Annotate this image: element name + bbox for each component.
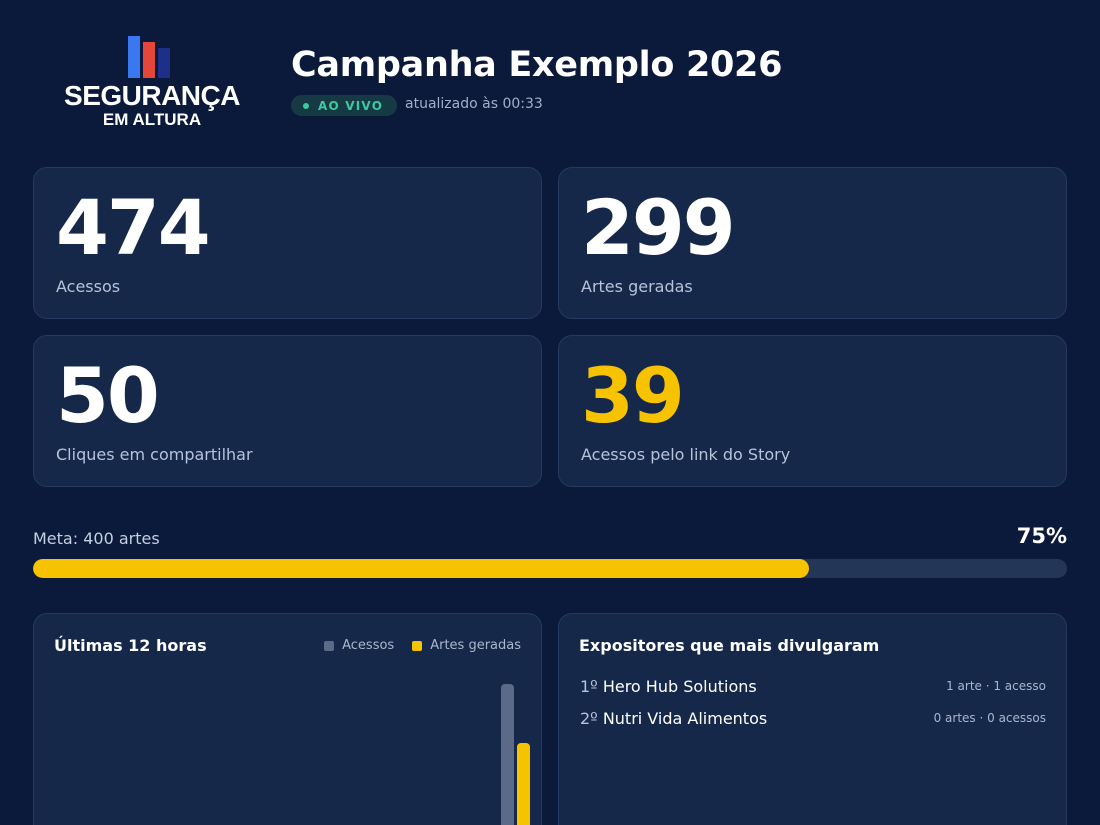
hourly-bar-chart [54,670,530,825]
stat-label: Artes geradas [581,277,693,296]
legend-label: Acessos [342,638,395,653]
rank-meta: 0 artes · 0 acessos [933,711,1046,725]
goal-percent: 75% [1016,524,1067,548]
stat-label: Acessos pelo link do Story [581,445,791,464]
goal-label: Meta: 400 artes [33,529,160,548]
stat-card-story: 39 Acessos pelo link do Story [558,335,1067,487]
rank-position: 1º [580,676,598,696]
stat-card-cliques: 50 Cliques em compartilhar [33,335,542,487]
legend-swatch [324,640,335,651]
brand-logo: SEGURANÇA EM ALTURA [60,36,244,132]
chart-panel: Últimas 12 horas Acessos Artes geradas [33,613,542,825]
live-badge: AO VIVO [291,95,398,116]
live-badge-label: AO VIVO [318,98,384,113]
chart-title: Últimas 12 horas [54,636,207,655]
last-updated: atualizado às 00:33 [405,96,543,112]
rank-exhibitor: 2º Nutri Vida Alimentos [580,709,767,728]
chart-legend: Acessos Artes geradas [324,638,521,653]
stat-value: 50 [56,351,160,440]
logo-text-line2: EM ALTURA [102,110,202,129]
chart-bar-artes-11 [517,743,530,825]
stat-value: 299 [581,183,736,272]
page-title: Campanha Exemplo 2026 [291,45,783,85]
stat-value: 39 [581,351,685,440]
rank-position: 2º [580,708,598,728]
legend-swatch [412,640,423,651]
stat-label: Cliques em compartilhar [56,445,253,464]
rank-name: Hero Hub Solutions [602,676,757,696]
stat-card-artes-geradas: 299 Artes geradas [558,167,1067,319]
chart-bar-acessos-11 [501,684,514,825]
rank-exhibitor: 1º Hero Hub Solutions [580,677,757,696]
goal-progress-bar [33,559,1067,578]
rank-name: Nutri Vida Alimentos [602,708,768,728]
list-item: 2º Nutri Vida Alimentos 0 artes · 0 aces… [580,702,1046,734]
legend-label: Artes geradas [430,638,521,653]
ranking-title: Expositores que mais divulgaram [579,636,880,655]
logo-text-line1: SEGURANÇA [64,80,240,111]
list-item: 1º Hero Hub Solutions 1 arte · 1 acesso [580,670,1046,702]
stat-value: 474 [56,183,211,272]
logo-bars-icon [128,36,172,78]
goal-progress-fill [33,559,809,578]
stat-card-acessos: 474 Acessos [33,167,542,319]
ranking-list: 1º Hero Hub Solutions 1 arte · 1 acesso … [580,670,1046,734]
rank-meta: 1 arte · 1 acesso [946,679,1046,693]
ranking-panel: Expositores que mais divulgaram 1º Hero … [558,613,1067,825]
legend-item-artes: Artes geradas [412,638,521,653]
legend-item-acessos: Acessos [324,638,394,653]
stat-label: Acessos [56,277,121,296]
live-dot-icon [303,102,309,109]
